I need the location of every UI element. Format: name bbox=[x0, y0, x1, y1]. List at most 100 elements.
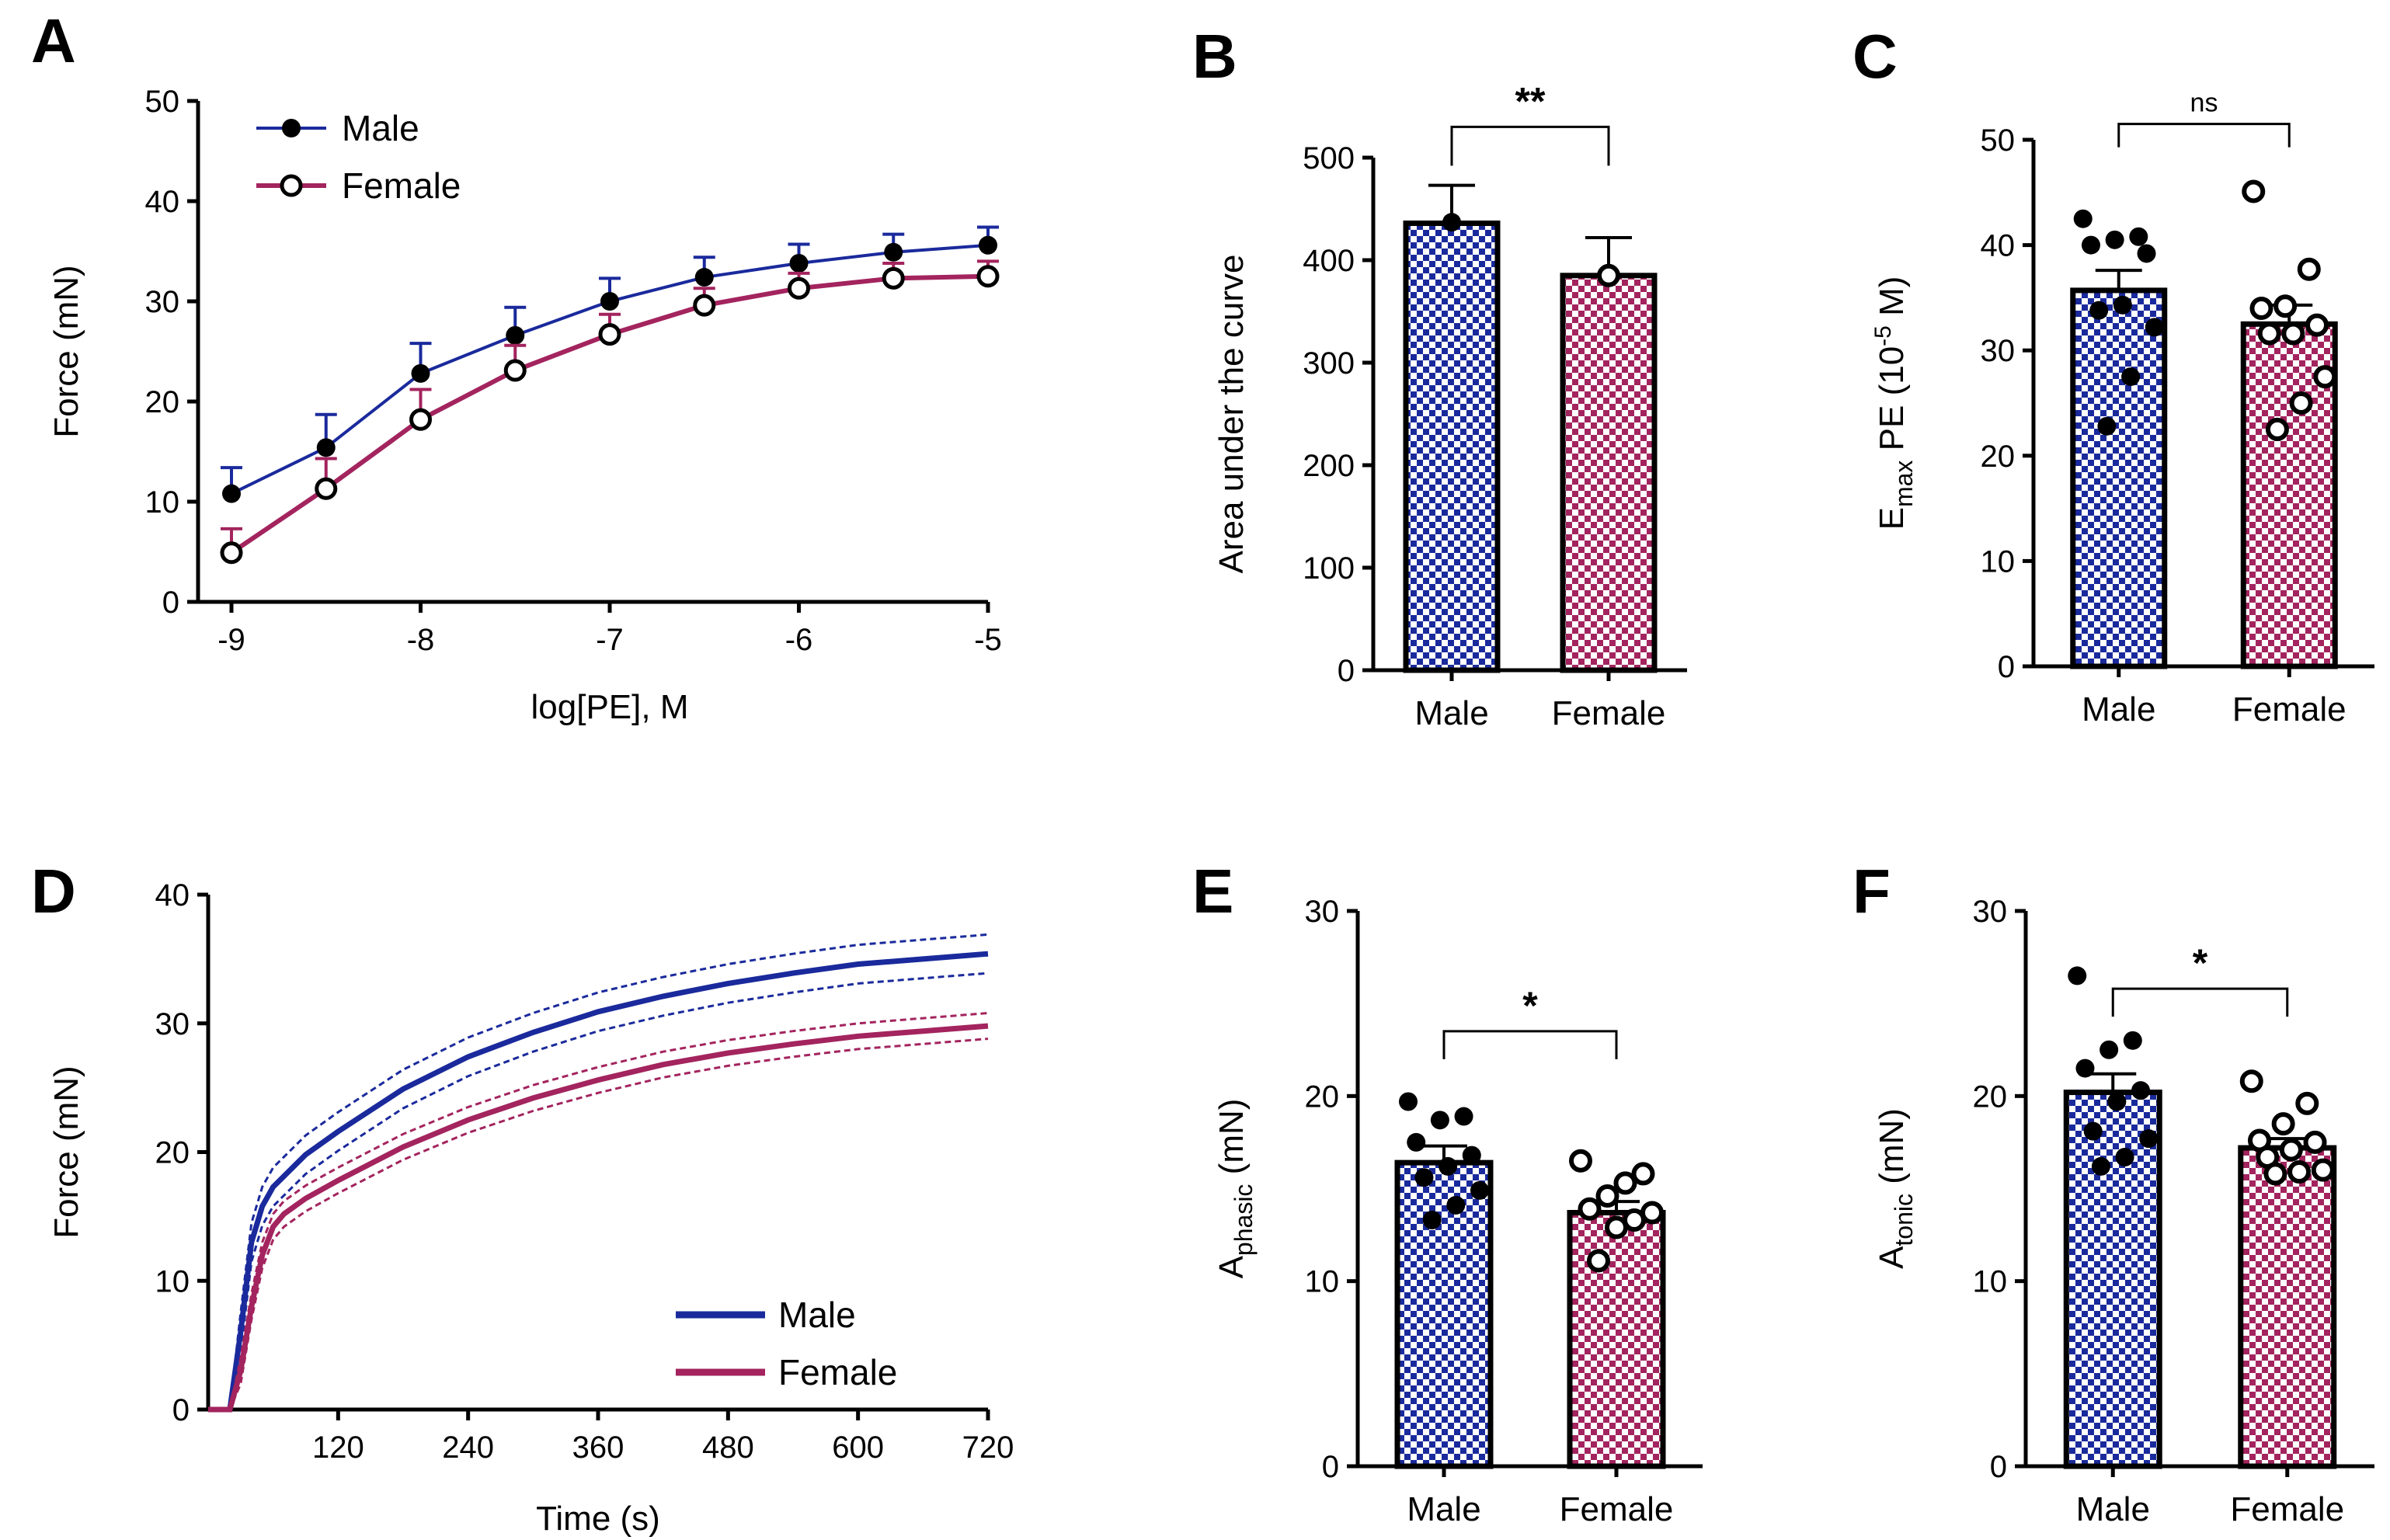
data-point bbox=[315, 477, 338, 500]
data-point bbox=[2279, 1138, 2303, 1162]
data-point bbox=[2297, 257, 2321, 281]
data-point bbox=[1578, 1197, 1602, 1221]
data-point bbox=[2281, 322, 2305, 346]
data-point bbox=[598, 323, 621, 346]
data-point bbox=[979, 235, 997, 255]
y-tick-label: 20 bbox=[1981, 440, 2016, 474]
x-tick-label: 600 bbox=[832, 1430, 884, 1465]
y-axis-title: Aphasic (mN) bbox=[1212, 1099, 1258, 1279]
x-tick-label: -5 bbox=[974, 623, 1002, 657]
data-point bbox=[2287, 1160, 2312, 1184]
data-point bbox=[2273, 294, 2298, 318]
significance-label: * bbox=[2193, 941, 2208, 985]
x-tick-label-female: Female bbox=[1552, 694, 1666, 732]
y-tick-label: 0 bbox=[1998, 650, 2015, 684]
significance-bracket bbox=[2111, 987, 2289, 1017]
y-tick-label: 20 bbox=[1973, 1079, 2008, 1114]
y-tick-label: 300 bbox=[1303, 346, 1355, 381]
data-point bbox=[2295, 1091, 2319, 1115]
data-point bbox=[1595, 1184, 1619, 1208]
x-tick-label: -6 bbox=[785, 623, 813, 657]
data-point bbox=[2303, 1130, 2327, 1154]
y-tick-label: 0 bbox=[1990, 1450, 2007, 1484]
data-point bbox=[409, 408, 432, 431]
data-point bbox=[1569, 1149, 1592, 1173]
y-tick-label: 50 bbox=[1981, 123, 2016, 158]
bar-female bbox=[2238, 1145, 2337, 1469]
x-tick-label-male: Male bbox=[2082, 690, 2155, 728]
panel-a: A 0 10 20 30 40 50 -9 -8 -7 -6 -5 log[PE], M Force (m… bbox=[31, 6, 1002, 726]
panel-letter-c: C bbox=[1853, 22, 1898, 91]
panel-letter-b: B bbox=[1192, 22, 1237, 91]
panel-letter-a: A bbox=[31, 6, 76, 75]
y-tick-label: 30 bbox=[1981, 334, 2016, 368]
panel-d: D 0 10 20 30 40 120 240 360 480 600 720 Time (s) Forc… bbox=[31, 857, 1014, 1538]
y-axis-title: Atonic (mN) bbox=[1873, 1108, 1918, 1269]
data-point bbox=[1414, 1168, 1434, 1187]
data-point bbox=[2265, 417, 2289, 441]
bar-female bbox=[1560, 273, 1658, 673]
data-point bbox=[2068, 966, 2087, 986]
data-point bbox=[2081, 235, 2100, 255]
data-point bbox=[789, 253, 809, 273]
x-tick-label-male: Male bbox=[1414, 694, 1488, 732]
x-axis-title: log[PE], M bbox=[531, 688, 689, 726]
data-point bbox=[2107, 1092, 2127, 1111]
data-point bbox=[1462, 1145, 1481, 1165]
sem-band-lower-male bbox=[208, 972, 989, 1411]
data-point bbox=[976, 265, 1000, 288]
y-tick-label: 50 bbox=[145, 85, 180, 119]
significance-label: ** bbox=[1515, 79, 1546, 123]
data-point bbox=[884, 242, 903, 262]
data-point bbox=[1399, 1092, 1418, 1111]
data-point bbox=[2249, 296, 2273, 320]
legend: Male Female bbox=[256, 108, 461, 206]
y-tick-label: 200 bbox=[1303, 449, 1355, 483]
data-point bbox=[788, 276, 810, 300]
bar-male bbox=[2070, 287, 2168, 669]
y-tick-label: 100 bbox=[1303, 551, 1355, 586]
y-axis-title: Area under the curve bbox=[1212, 255, 1251, 574]
y-tick-label: 30 bbox=[1973, 895, 2008, 929]
data-point bbox=[2289, 391, 2313, 415]
x-tick-label: 120 bbox=[312, 1430, 364, 1465]
y-tick-label: 30 bbox=[1305, 895, 1340, 929]
y-tick-label: 10 bbox=[1305, 1265, 1340, 1299]
data-point bbox=[2121, 367, 2141, 387]
data-point bbox=[1454, 1107, 1473, 1126]
legend-marker bbox=[282, 119, 301, 137]
y-tick-label: 40 bbox=[1981, 229, 2016, 263]
y-tick-label: 0 bbox=[172, 1393, 190, 1427]
data-point bbox=[2129, 227, 2148, 246]
data-point bbox=[411, 363, 430, 383]
y-tick-label: 40 bbox=[145, 185, 180, 219]
data-point bbox=[1422, 1211, 1442, 1230]
y-tick-label: 20 bbox=[145, 385, 180, 419]
bar-male bbox=[1403, 220, 1501, 673]
y-axis-title: Force (mN) bbox=[47, 265, 85, 437]
significance-bracket bbox=[1450, 125, 1610, 166]
sem-band-upper-male bbox=[208, 933, 989, 1411]
x-tick-label: 240 bbox=[442, 1430, 494, 1465]
data-point bbox=[2311, 1158, 2335, 1182]
x-tick-label: 720 bbox=[962, 1430, 1014, 1465]
x-tick-label-female: Female bbox=[1560, 1490, 1674, 1528]
panel-letter-e: E bbox=[1192, 857, 1233, 926]
legend: Male Female bbox=[676, 1295, 897, 1392]
x-tick-label: 480 bbox=[702, 1430, 754, 1465]
bar-female bbox=[1567, 1209, 1666, 1469]
significance-bracket bbox=[2117, 123, 2291, 148]
x-tick-label-female: Female bbox=[2230, 1490, 2344, 1528]
data-point bbox=[2123, 1031, 2142, 1050]
x-tick-label: -7 bbox=[596, 623, 624, 657]
panel-c: C 0 10 20 30 40 50 Male Female ns Emax PE (10-5 M) bbox=[1853, 22, 2374, 728]
data-point bbox=[506, 325, 525, 345]
data-point bbox=[2100, 1040, 2119, 1059]
significance-bracket bbox=[1442, 1030, 1618, 1059]
data-point bbox=[2137, 244, 2156, 263]
data-point bbox=[2313, 365, 2337, 389]
data-point bbox=[1605, 1215, 1628, 1239]
y-tick-label: 20 bbox=[155, 1136, 190, 1170]
x-tick-label: 360 bbox=[572, 1430, 624, 1465]
data-point bbox=[222, 484, 241, 503]
